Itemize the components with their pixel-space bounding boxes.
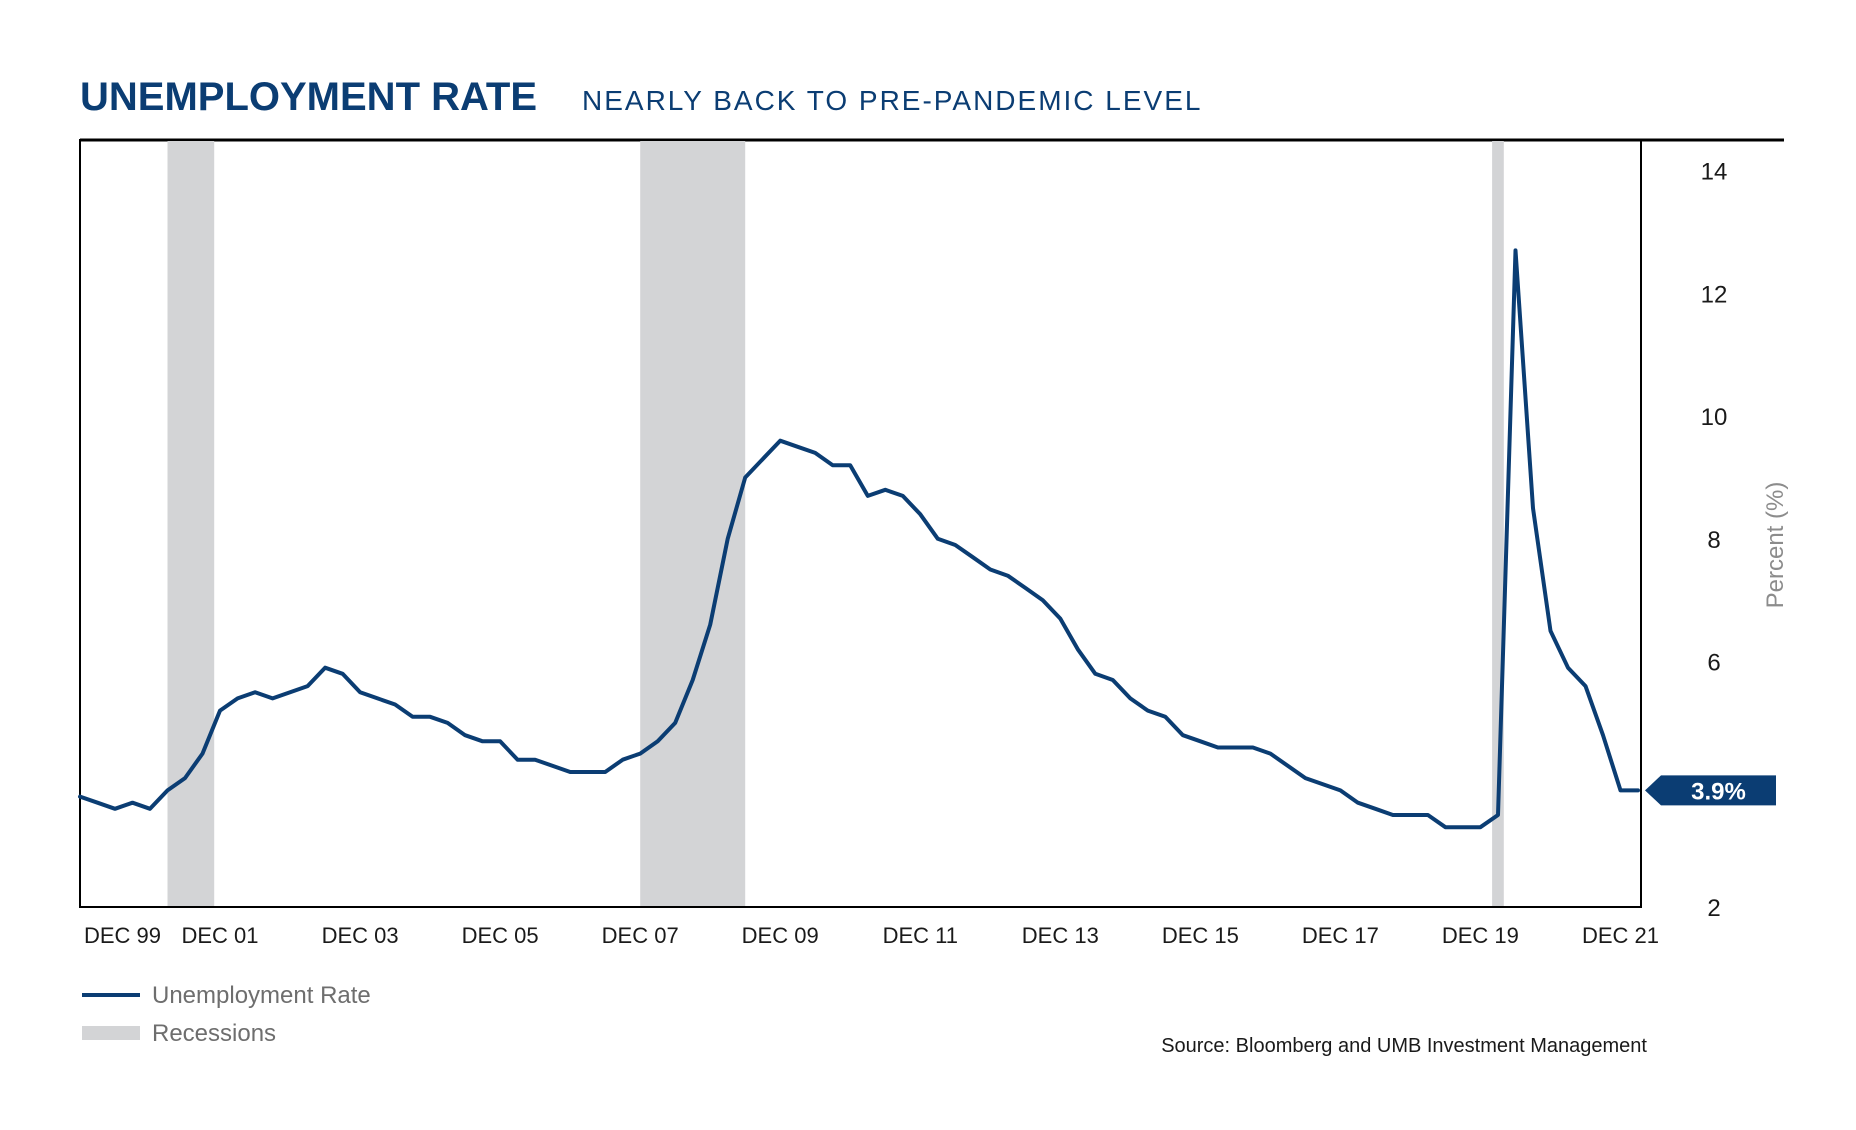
x-tick-label: DEC 07 xyxy=(602,923,679,948)
recession-bands xyxy=(167,140,1504,907)
y-tick-label: 2 xyxy=(1707,895,1720,922)
x-tick-label: DEC 15 xyxy=(1162,923,1239,948)
y-axis: 2468101214 xyxy=(1701,159,1728,922)
series-line-unemployment-rate xyxy=(78,248,1640,830)
y-axis-label: Percent (%) xyxy=(1762,482,1789,609)
legend-recession-swatch xyxy=(82,1026,140,1040)
y-tick-label: 14 xyxy=(1701,159,1728,186)
x-tick-label: DEC 11 xyxy=(883,923,958,948)
x-tick-label: DEC 13 xyxy=(1022,923,1099,948)
recession-band-2 xyxy=(640,140,746,907)
latest-value-label: 3.9% xyxy=(1691,778,1746,805)
legend-label-unemployment-rate: Unemployment Rate xyxy=(152,982,371,1009)
recession-band-3 xyxy=(1492,140,1504,907)
x-tick-label: DEC 03 xyxy=(322,923,399,948)
annotation-layer: 3.9% xyxy=(1645,775,1776,806)
series-layer xyxy=(78,248,1640,830)
x-tick-label: DEC 09 xyxy=(742,923,819,948)
latest-value-marker xyxy=(1645,775,1776,806)
x-tick-label: DEC 17 xyxy=(1302,923,1379,948)
source-note: Source: Bloomberg and UMB Investment Man… xyxy=(1161,1035,1647,1057)
x-axis: DEC 99 DEC 01 DEC 03 DEC 05 DEC 07 DEC 09 DEC … xyxy=(84,923,1659,948)
y-tick-label: 8 xyxy=(1707,527,1720,554)
legend: Unemployment Rate Recessions xyxy=(82,982,371,1047)
x-tick-label: DEC 19 xyxy=(1442,923,1519,948)
chart-title: UNEMPLOYMENT RATE xyxy=(80,75,537,119)
x-tick-label: DEC 21 xyxy=(1582,923,1659,948)
x-tick-label: DEC 99 xyxy=(84,923,161,948)
legend-label-recessions: Recessions xyxy=(152,1020,276,1047)
y-tick-label: 12 xyxy=(1701,281,1728,308)
x-tick-label: DEC 01 xyxy=(181,923,258,948)
y-tick-label: 6 xyxy=(1707,650,1720,677)
y-tick-label: 10 xyxy=(1701,404,1728,431)
recession-band-1 xyxy=(167,140,215,907)
plot-frame xyxy=(79,139,1642,908)
x-tick-label: DEC 05 xyxy=(462,923,539,948)
chart-subtitle: NEARLY BACK TO PRE-PANDEMIC LEVEL xyxy=(582,85,1202,116)
